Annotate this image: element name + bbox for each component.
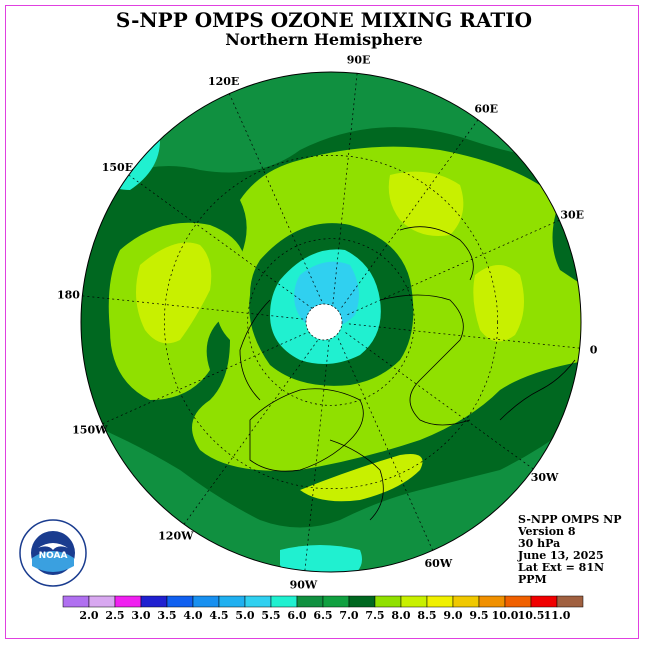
- colorbar-tick-label: 3.0: [131, 609, 150, 622]
- colorbar-swatch: [556, 595, 584, 608]
- noaa-logo: NOAA: [19, 519, 87, 587]
- latitude-circle-60: [247, 238, 415, 406]
- colorbar-tick-label: 10.5: [518, 609, 545, 622]
- page-subtitle: Northern Hemisphere: [225, 30, 423, 49]
- colorbar-tick-label: 11.0: [544, 609, 571, 622]
- colorbar-swatch: [140, 595, 168, 608]
- info-version: Version 8: [518, 525, 576, 538]
- meridian-line: [345, 332, 534, 470]
- colorbar-swatch: [270, 595, 298, 608]
- colorbar-tick-label: 6.5: [313, 609, 332, 622]
- colorbar-tick-label: 8.0: [391, 609, 410, 622]
- colorbar-tick-label: 2.0: [79, 609, 98, 622]
- page-title: S-NPP OMPS OZONE MIXING RATIO: [115, 8, 533, 32]
- graticule: [82, 73, 580, 571]
- longitude-label: 90E: [347, 53, 371, 66]
- longitude-label: 30E: [560, 209, 584, 222]
- logo-text: NOAA: [39, 551, 68, 561]
- figure-frame: [5, 5, 639, 639]
- colorbar-swatch: [62, 595, 90, 608]
- colorbar-tick-label: 4.0: [183, 609, 202, 622]
- longitude-label: 120E: [208, 75, 239, 88]
- ozone-band-8-0-north: [388, 171, 464, 236]
- info-panel: S-NPP OMPS NP Version 8 30 hPa June 13, …: [518, 514, 621, 586]
- colorbar-tick-label: 3.5: [157, 609, 176, 622]
- longitude-label: 0: [590, 344, 598, 357]
- meridian-line: [82, 295, 314, 321]
- colorbar-swatch: [452, 595, 480, 608]
- meridian-line: [128, 174, 317, 312]
- colorbar-tick-label: 9.5: [469, 609, 488, 622]
- colorbar-tick-label: 7.5: [365, 609, 384, 622]
- colorbar-swatch: [504, 595, 532, 608]
- longitude-labels: 90E 60E 30E 0 30W 60W 90W 120W 150W 180 150E 120E: [57, 53, 598, 591]
- ozone-band-6-0-south: [280, 545, 362, 572]
- info-instrument: S-NPP OMPS NP: [518, 513, 622, 526]
- colorbar-tick-label: 6.0: [287, 609, 306, 622]
- meridian-line: [347, 219, 560, 315]
- longitude-label: 60W: [425, 557, 453, 570]
- globe-outline: [80, 71, 582, 573]
- polar-gap: [305, 303, 343, 341]
- meridian-line: [183, 336, 321, 525]
- meridian-line: [341, 119, 479, 308]
- colorbar-swatch: [426, 595, 454, 608]
- info-date: June 13, 2025: [518, 549, 604, 562]
- longitude-label: 150W: [72, 423, 108, 436]
- colorbar-swatch: [400, 595, 428, 608]
- longitude-label: 90W: [290, 579, 318, 592]
- colorbar-swatch: [192, 595, 220, 608]
- meridian-line: [332, 73, 358, 305]
- ozone-band-8-0-east: [473, 265, 524, 342]
- colorbar-tick-label: 5.0: [235, 609, 254, 622]
- colorbar-swatch: [374, 595, 402, 608]
- colorbar: 2.0 2.5 3.0 3.5 4.0 4.5 5.0 5.5 6.0 6.5 7.0 7.5 8.0 8…: [62, 595, 584, 622]
- colorbar-swatch: [88, 595, 116, 608]
- meridian-line: [338, 338, 434, 551]
- colorbar-tick-label: 4.5: [209, 609, 228, 622]
- colorbar-tick-label: 2.5: [105, 609, 124, 622]
- ozone-band-8-0-west: [136, 242, 212, 344]
- coastlines: [239, 226, 576, 521]
- colorbar-tick-label: 5.5: [261, 609, 280, 622]
- info-level: 30 hPa: [518, 537, 561, 550]
- longitude-label: 120W: [158, 530, 194, 543]
- meridian-line: [228, 93, 324, 306]
- ozone-band-8-0-south: [300, 454, 423, 502]
- colorbar-swatch: [530, 595, 558, 608]
- longitude-label: 60E: [474, 102, 498, 115]
- colorbar-tick-label: 8.5: [417, 609, 436, 622]
- meridian-line: [304, 339, 330, 571]
- colorbar-tick-label: 9.0: [443, 609, 462, 622]
- colorbar-swatch: [166, 595, 194, 608]
- info-units: PPM: [518, 573, 547, 586]
- longitude-label: 30W: [531, 471, 559, 484]
- meridian-line: [348, 323, 580, 349]
- longitude-label: 150E: [102, 161, 133, 174]
- colorbar-swatch: [348, 595, 376, 608]
- colorbar-swatch: [478, 595, 506, 608]
- colorbar-tick-label: 7.0: [339, 609, 358, 622]
- info-lat-ext: Lat Ext = 81N: [518, 561, 605, 574]
- colorbar-swatch: [218, 595, 246, 608]
- colorbar-swatch: [296, 595, 324, 608]
- colorbar-swatch: [244, 595, 272, 608]
- colorbar-tick-label: 10.0: [492, 609, 519, 622]
- colorbar-swatch: [322, 595, 350, 608]
- meridian-line: [102, 329, 315, 425]
- latitude-circle-30: [163, 154, 499, 490]
- colorbar-swatch: [114, 595, 142, 608]
- longitude-label: 180: [57, 288, 80, 301]
